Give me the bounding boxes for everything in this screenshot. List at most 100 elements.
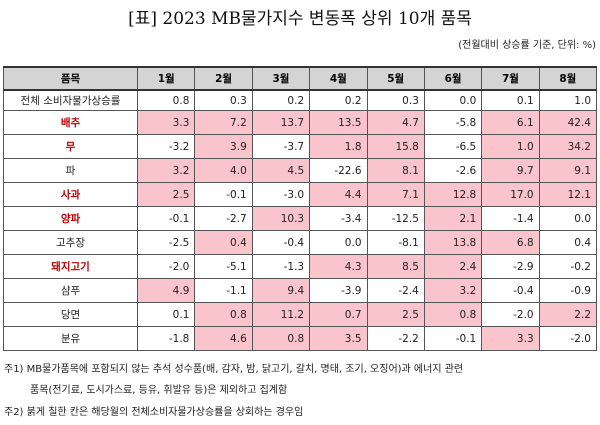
value-cell: 12.1 [538,182,598,207]
value-cell: -3.0 [251,182,311,207]
value-cell: 12.8 [423,182,483,207]
table-row: 고추장 -2.5 0.4 -0.4 0.0 -8.1 13.8 6.8 0.4 [3,230,598,255]
value-cell: -12.5 [366,206,425,231]
value-cell: 0.2 [309,89,368,111]
value-cell: 0.8 [194,302,253,327]
footnote-1-cont: 품목(전기료, 도시가스료, 등유, 휘발유 등)은 제외하고 집계함 [30,385,288,396]
value-cell: -0.1 [136,206,196,231]
value-cell: 13.8 [423,230,483,255]
value-cell: -2.9 [481,254,540,279]
item-name: 파 [3,158,138,183]
value-cell: 3.2 [136,158,196,183]
value-cell: -5.1 [194,254,253,279]
value-cell: -2.0 [136,254,196,279]
value-cell: 0.0 [423,89,483,111]
value-cell: -2.6 [423,158,483,183]
value-cell: -0.2 [538,254,598,279]
table-row: 사과 2.5 -0.1 -3.0 4.4 7.1 12.8 17.0 12.1 [3,182,598,207]
value-cell: 4.3 [309,254,368,279]
table-row: 양파 -0.1 -2.7 10.3 -3.4 -12.5 2.1 -1.4 0.0 [3,206,598,231]
value-cell: 13.5 [309,110,368,135]
header-row: 품목 1월 2월 3월 4월 5월 6월 7월 8월 [3,66,598,91]
value-cell: -2.5 [136,230,196,255]
value-cell: 1.0 [538,89,598,111]
value-cell: 7.2 [194,110,253,135]
value-cell: 8.1 [366,158,425,183]
value-cell: -2.0 [481,302,540,327]
total-row: 전체 소비자물가상승률 0.8 0.3 0.2 0.2 0.3 0.0 0.1 1.0 [3,89,598,111]
table-row: 분유 -1.8 4.6 0.8 3.5 -2.2 -0.1 3.3 -2.0 [3,326,598,351]
value-cell: 0.0 [309,230,368,255]
value-cell: -2.0 [538,326,598,351]
value-cell: -0.1 [194,182,253,207]
table-row: 파 3.2 4.0 4.5 -22.6 8.1 -2.6 9.7 9.1 [3,158,598,183]
value-cell: -2.4 [366,278,425,303]
value-cell: -0.9 [538,278,598,303]
value-cell: -1.8 [136,326,196,351]
column-header: 6월 [423,66,483,91]
value-cell: 42.4 [538,110,598,135]
value-cell: 4.9 [136,278,196,303]
value-cell: 0.8 [251,326,311,351]
value-cell: 3.5 [309,326,368,351]
value-cell: 2.5 [136,182,196,207]
unit-note: (전월대비 상승률 기준, 단위: %) [458,40,596,51]
column-header: 3월 [251,66,311,91]
column-header: 5월 [366,66,425,91]
value-cell: 0.3 [194,89,253,111]
table-title: [표] 2023 MB물가지수 변동폭 상위 10개 품목 [128,9,472,29]
value-cell: 0.3 [366,89,425,111]
item-name: 돼지고기 [3,254,138,279]
column-header: 2월 [194,66,253,91]
footnote-2: 주2) 붉게 칠한 칸은 해당월의 전체소비자물가상승률을 상회하는 경우임 [4,407,304,418]
item-name: 당면 [3,302,138,327]
value-cell: 6.8 [481,230,540,255]
value-cell: 6.1 [481,110,540,135]
item-name: 분유 [3,326,138,351]
column-header: 4월 [309,66,368,91]
value-cell: 0.1 [481,89,540,111]
value-cell: 9.7 [481,158,540,183]
value-cell: -2.2 [366,326,425,351]
item-name: 배추 [3,110,138,135]
value-cell: -2.7 [194,206,253,231]
table-row: 무 -3.2 3.9 -3.7 1.8 15.8 -6.5 1.0 34.2 [3,134,598,159]
value-cell: 3.2 [423,278,483,303]
value-cell: -0.1 [423,326,483,351]
footnote-1: 주1) MB물가품목에 포함되지 않는 추석 성수품(배, 감자, 밤, 닭고기… [4,364,464,375]
value-cell: 13.7 [251,110,311,135]
value-cell: 9.1 [538,158,598,183]
value-cell: 0.4 [194,230,253,255]
value-cell: -1.4 [481,206,540,231]
value-cell: 9.4 [251,278,311,303]
table-row: 배추 3.3 7.2 13.7 13.5 4.7 -5.8 6.1 42.4 [3,110,598,135]
item-name: 고추장 [3,230,138,255]
value-cell: 1.8 [309,134,368,159]
value-cell: 2.2 [538,302,598,327]
value-cell: 4.7 [366,110,425,135]
column-header: 7월 [481,66,540,91]
value-cell: -3.2 [136,134,196,159]
value-cell: -0.4 [481,278,540,303]
value-cell: 0.0 [538,206,598,231]
value-cell: -1.1 [194,278,253,303]
value-cell: 0.4 [538,230,598,255]
value-cell: 10.3 [251,206,311,231]
item-name: 양파 [3,206,138,231]
value-cell: 15.8 [366,134,425,159]
value-cell: 2.5 [366,302,425,327]
value-cell: -1.3 [251,254,311,279]
column-header: 1월 [136,66,196,91]
value-cell: -3.7 [251,134,311,159]
value-cell: 7.1 [366,182,425,207]
value-cell: -0.4 [251,230,311,255]
value-cell: 0.8 [423,302,483,327]
value-cell: -3.9 [309,278,368,303]
table-row: 돼지고기 -2.0 -5.1 -1.3 4.3 8.5 2.4 -2.9 -0.2 [3,254,598,279]
value-cell: 0.8 [136,89,196,111]
table-row: 당면 0.1 0.8 11.2 0.7 2.5 0.8 -2.0 2.2 [3,302,598,327]
value-cell: 2.1 [423,206,483,231]
value-cell: 3.9 [194,134,253,159]
value-cell: -22.6 [309,158,368,183]
value-cell: 11.2 [251,302,311,327]
